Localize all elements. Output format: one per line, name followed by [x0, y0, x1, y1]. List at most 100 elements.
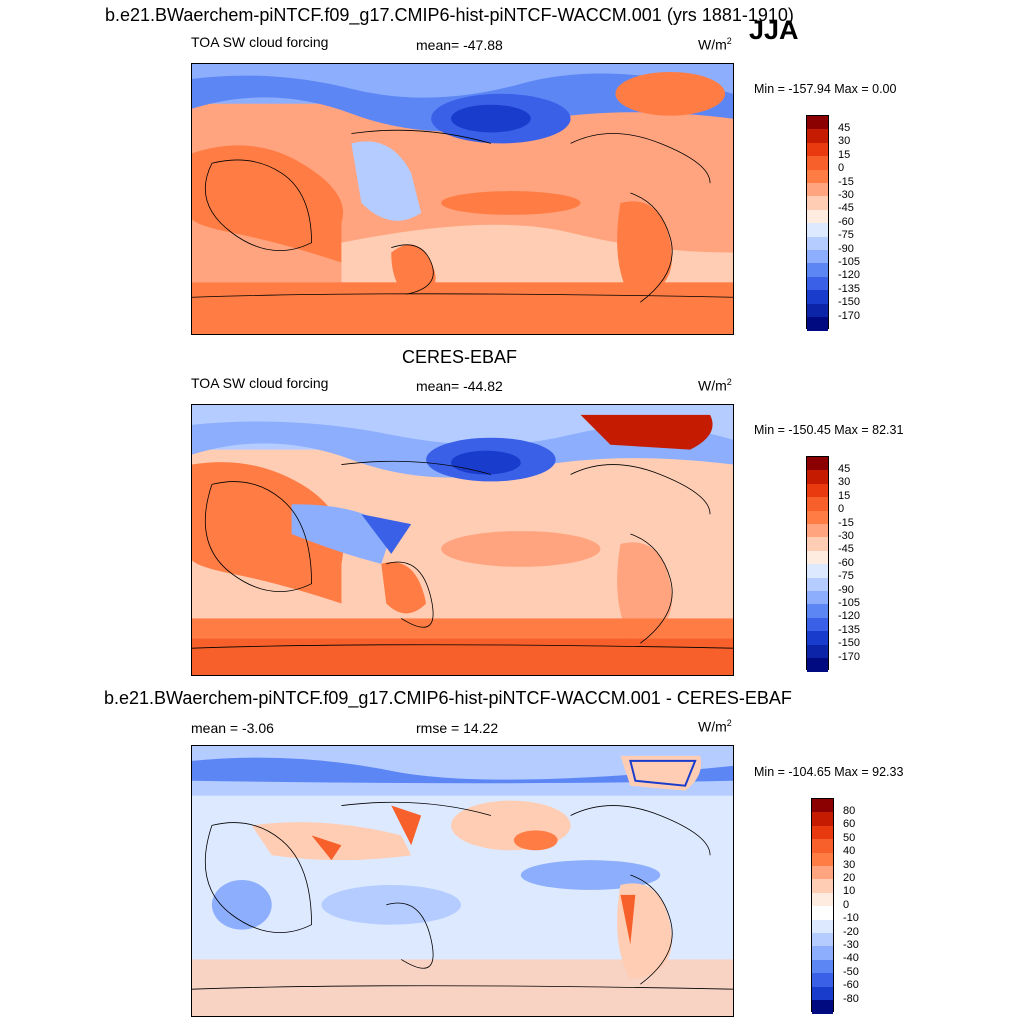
panel2-mean: mean= -44.82 — [416, 378, 503, 394]
colorbar-tick-label: -60 — [838, 215, 854, 228]
colorbar-swatch — [812, 959, 833, 974]
colorbar-swatch — [807, 550, 828, 565]
colorbar-box — [811, 798, 834, 1014]
colorbar-swatch — [807, 524, 828, 538]
colorbar-tick-label: 40 — [843, 845, 856, 858]
colorbar-tick-label: 0 — [843, 898, 850, 911]
colorbar-swatch — [812, 825, 833, 840]
colorbar-tick-label: -60 — [838, 556, 854, 569]
colorbar-swatch — [807, 263, 828, 278]
colorbar-swatch — [807, 604, 828, 619]
colorbar-swatch — [807, 537, 828, 552]
colorbar-tick-label: -45 — [838, 202, 854, 215]
colorbar-swatch — [807, 142, 828, 157]
colorbar-swatch — [807, 156, 828, 171]
colorbar-swatch — [812, 852, 833, 867]
colorbar-tick-label: 30 — [838, 476, 851, 489]
colorbar-swatch — [807, 483, 828, 498]
colorbar-swatch — [807, 497, 828, 512]
colorbar-swatch — [812, 933, 833, 947]
colorbar-tick-label: -80 — [843, 992, 859, 1005]
colorbar-swatch — [807, 510, 828, 525]
colorbar-swatch — [812, 919, 833, 934]
colorbar-swatch — [807, 209, 828, 224]
colorbar-tick-label: -40 — [843, 952, 859, 965]
panel2-map-svg — [192, 405, 733, 675]
colorbar-swatch — [807, 276, 828, 291]
panel1-map-svg — [192, 64, 733, 334]
panel3-mean: mean = -3.06 — [191, 720, 274, 736]
colorbar-tick-label: -75 — [838, 570, 854, 583]
colorbar-tick-label: 30 — [843, 858, 856, 871]
colorbar-tick-label: -30 — [843, 938, 859, 951]
colorbar-swatch — [807, 169, 828, 184]
colorbar-swatch — [807, 470, 828, 485]
colorbar-swatch — [807, 617, 828, 632]
season-label: JJA — [749, 15, 799, 45]
colorbar-swatch — [812, 866, 833, 880]
colorbar-swatch — [807, 236, 828, 251]
colorbar-swatch — [807, 116, 828, 130]
colorbar-tick-label: 50 — [843, 831, 856, 844]
colorbar-tick-label: -135 — [838, 282, 861, 295]
colorbar-tick-label: -45 — [838, 543, 854, 556]
colorbar-tick-label: -30 — [838, 188, 854, 201]
panel2-units: W/m2 — [698, 377, 732, 394]
colorbar-swatch — [812, 879, 833, 894]
colorbar-swatch — [812, 812, 833, 827]
colorbar-tick-label: 15 — [838, 148, 851, 161]
colorbar-tick-label: -30 — [838, 529, 854, 542]
colorbar-swatch — [807, 457, 828, 471]
colorbar-tick-label: 15 — [838, 489, 851, 502]
panel1-units: W/m2 — [698, 36, 732, 53]
colorbar-tick-label: 0 — [838, 503, 845, 516]
colorbar-swatch — [807, 317, 828, 331]
colorbar-tick-label: 0 — [838, 162, 845, 175]
colorbar-tick-label: 80 — [843, 804, 856, 817]
panel2-variable: TOA SW cloud forcing — [191, 375, 329, 391]
colorbar-swatch — [807, 223, 828, 238]
colorbar-tick-label: -90 — [838, 242, 854, 255]
colorbar-tick-label: -150 — [838, 637, 861, 650]
colorbar-tick-label: -105 — [838, 596, 861, 609]
colorbar-swatch — [812, 986, 833, 1001]
colorbar-swatch — [807, 183, 828, 197]
colorbar-tick-label: -90 — [838, 583, 854, 596]
colorbar-swatch — [812, 799, 833, 813]
panel3-map — [191, 745, 734, 1017]
colorbar-swatch — [812, 906, 833, 921]
colorbar-swatch — [807, 129, 828, 144]
panel3-title: b.e21.BWaerchem-piNTCF.f09_g17.CMIP6-his… — [104, 688, 792, 708]
colorbar-swatch — [812, 973, 833, 988]
colorbar-tick-label: -60 — [843, 979, 859, 992]
colorbar-tick-label: -50 — [843, 965, 859, 978]
colorbar-swatch — [812, 892, 833, 907]
panel3-units: W/m2 — [698, 718, 732, 735]
panel2-title: CERES-EBAF — [402, 347, 518, 367]
colorbar-swatch — [812, 1000, 833, 1014]
colorbar-tick-label: 45 — [838, 462, 851, 475]
colorbar-swatch — [807, 631, 828, 646]
colorbar-tick-label: -120 — [838, 269, 861, 282]
panel1-minmax: Min = -157.94 Max = 0.00 — [754, 82, 897, 96]
panel1-mean: mean= -47.88 — [416, 37, 503, 53]
colorbar-tick-label: 60 — [843, 818, 856, 831]
colorbar-swatch — [807, 564, 828, 579]
colorbar-tick-label: -75 — [838, 229, 854, 242]
colorbar-tick-label: -20 — [843, 925, 859, 938]
colorbar-tick-label: -135 — [838, 623, 861, 636]
colorbar-tick-label: -105 — [838, 255, 861, 268]
colorbar-box — [806, 115, 829, 331]
main-title: b.e21.BWaerchem-piNTCF.f09_g17.CMIP6-his… — [105, 5, 794, 25]
colorbar-tick-label: 20 — [843, 871, 856, 884]
colorbar-tick-label: 10 — [843, 885, 856, 898]
colorbar-swatch — [812, 946, 833, 961]
panel2-map — [191, 404, 734, 676]
colorbar-box — [806, 456, 829, 672]
colorbar-tick-label: -120 — [838, 610, 861, 623]
colorbar-tick-label: -170 — [838, 309, 861, 322]
colorbar-swatch — [807, 644, 828, 659]
colorbar-swatch — [807, 577, 828, 592]
colorbar-swatch — [807, 658, 828, 672]
colorbar-tick-label: -10 — [843, 912, 859, 925]
